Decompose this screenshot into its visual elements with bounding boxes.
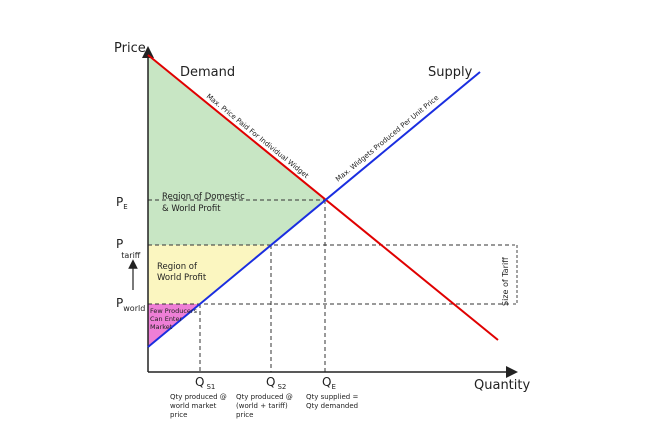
supply-label: Supply [428,65,473,80]
quantity-label: Q S2 [266,375,286,391]
region-label: Few Producers [150,307,198,315]
supply-curve [147,71,481,348]
tariff-label: Size of Tariff [501,257,510,306]
region-domestic-world [148,55,325,245]
y-label: Price [114,41,146,56]
quantity-note: price [170,411,187,419]
region-label: World Profit [157,273,207,283]
region-labels: Region of Domestic & World Profit Region… [150,192,245,331]
demand-label: Demand [180,65,235,80]
quantity-label: QE [322,375,336,391]
quantity-note: Qty produced @ [170,393,227,401]
quantity-note: (world + tariff) [236,402,288,410]
quantity-note: Qty supplied = [306,393,358,401]
quantity-note: world market [170,402,217,410]
region-label: Region of [157,262,198,272]
region-world [148,245,271,304]
region-label: & World Profit [162,204,221,214]
guides [148,199,510,372]
price-label: Pworld [116,296,145,313]
quantity-labels: Q S1 Q S2 QE Qty produced @ world market p… [170,375,358,419]
region-label: Can Enter [150,315,182,323]
region-label: Region of Domestic [162,192,245,202]
quantity-note: Qty produced @ [236,393,293,401]
price-label: PE [116,195,128,211]
quantity-note: Qty demanded [306,402,358,410]
quantity-label: Q S1 [195,375,215,391]
supply-annotation: Max. Widgets Produced Per Unit Price [334,94,440,184]
region-label: Market [150,323,173,331]
quantity-note: price [236,411,253,419]
demand-curve [147,54,499,341]
x-label: Quantity [474,378,530,393]
tariff-bracket [512,244,518,305]
